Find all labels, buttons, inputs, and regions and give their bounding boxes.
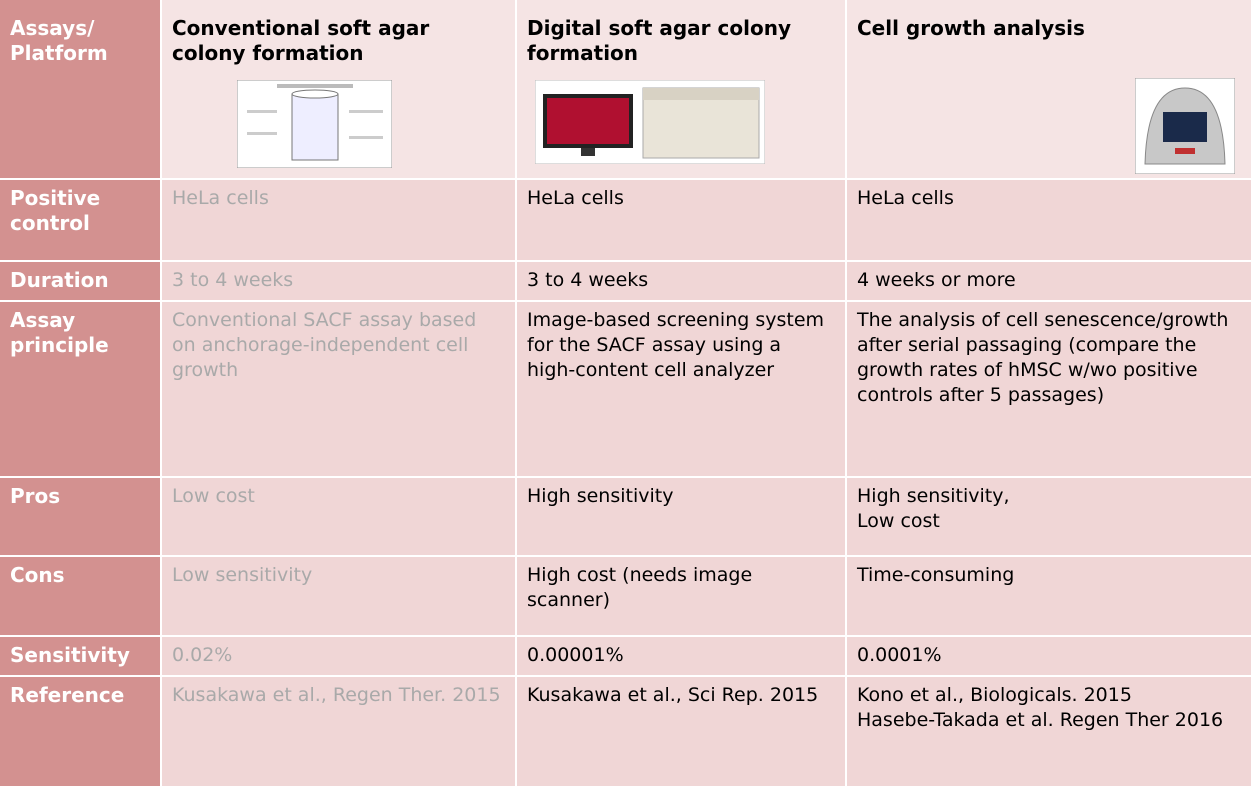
table-cell: Conventional SACF assay based on anchora… [162, 302, 515, 476]
table-cell: The analysis of cell senescence/growth a… [847, 302, 1251, 476]
table-cell: 0.00001% [517, 637, 845, 675]
table-cell: Kusakawa et al., Sci Rep. 2015 [517, 677, 845, 786]
table-cell: 4 weeks or more [847, 262, 1251, 300]
table-cell: 0.02% [162, 637, 515, 675]
table-cell: Image-based screening system for the SAC… [517, 302, 845, 476]
header-text: Assays/ Platform [10, 16, 108, 65]
table-cell: 3 to 4 weeks [517, 262, 845, 300]
row-label: Cons [0, 557, 160, 635]
header-text: Cell growth analysis [857, 16, 1085, 40]
row-label: Positive control [0, 180, 160, 260]
table-cell: HeLa cells [847, 180, 1251, 260]
header-cell: Conventional soft agar colony formation [162, 0, 515, 178]
analyzer-image [535, 80, 765, 164]
table-cell: Low cost [162, 478, 515, 555]
header-cell: Digital soft agar colony formation [517, 0, 845, 178]
row-label: Reference [0, 677, 160, 786]
table-cell: 3 to 4 weeks [162, 262, 515, 300]
table-cell: Kono et al., Biologicals. 2015 Hasebe-Ta… [847, 677, 1251, 786]
table-cell: High cost (needs image scanner) [517, 557, 845, 635]
row-label: Duration [0, 262, 160, 300]
table-cell: HeLa cells [162, 180, 515, 260]
table-cell: 0.0001% [847, 637, 1251, 675]
header-cell: Assays/ Platform [0, 0, 160, 178]
header-cell: Cell growth analysis [847, 0, 1251, 178]
table-cell: Time-consuming [847, 557, 1251, 635]
row-label: Assay principle [0, 302, 160, 476]
header-text: Conventional soft agar colony formation [172, 16, 430, 65]
header-text: Digital soft agar colony formation [527, 16, 791, 65]
table-cell: Kusakawa et al., Regen Ther. 2015 [162, 677, 515, 786]
assay-diagram-image [237, 80, 392, 168]
row-label: Sensitivity [0, 637, 160, 675]
cell-counter-image [1135, 78, 1235, 174]
table-cell: High sensitivity [517, 478, 845, 555]
table-cell: High sensitivity, Low cost [847, 478, 1251, 555]
row-label: Pros [0, 478, 160, 555]
table-cell: HeLa cells [517, 180, 845, 260]
table-cell: Low sensitivity [162, 557, 515, 635]
